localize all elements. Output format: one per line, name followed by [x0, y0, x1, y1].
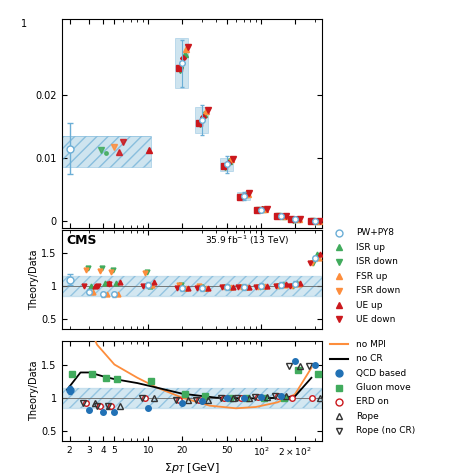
Bar	[62, 136, 151, 167]
Bar	[195, 108, 208, 133]
Text: FSR down: FSR down	[356, 286, 401, 295]
Bar	[254, 208, 267, 212]
Bar	[175, 38, 188, 89]
Text: ISR down: ISR down	[356, 257, 398, 266]
Text: UE up: UE up	[356, 301, 383, 310]
Text: Rope (no CR): Rope (no CR)	[356, 427, 416, 435]
Y-axis label: Theory/Data: Theory/Data	[28, 361, 38, 421]
X-axis label: $\Sigma p_T$ [GeV]: $\Sigma p_T$ [GeV]	[164, 461, 220, 474]
X-axis label: $\Sigma p_T$ [GeV]: $\Sigma p_T$ [GeV]	[164, 249, 220, 263]
Text: no MPI: no MPI	[356, 340, 386, 349]
Text: Gluon move: Gluon move	[356, 383, 411, 392]
Text: ERD on: ERD on	[356, 398, 389, 407]
Text: Rope: Rope	[356, 412, 379, 421]
Text: 35.9 fb$^{-1}$ (13 TeV): 35.9 fb$^{-1}$ (13 TeV)	[205, 234, 289, 247]
Text: 1: 1	[21, 19, 27, 29]
Text: FSR up: FSR up	[356, 272, 388, 281]
Text: QCD based: QCD based	[356, 369, 407, 378]
Bar	[220, 158, 233, 171]
Text: no CR: no CR	[356, 354, 383, 363]
Text: PW+PY8: PW+PY8	[356, 228, 394, 237]
Bar	[62, 136, 151, 167]
Text: UE down: UE down	[356, 315, 396, 324]
Bar	[237, 192, 249, 200]
Y-axis label: Theory/Data: Theory/Data	[28, 249, 38, 310]
Text: CMS: CMS	[67, 234, 97, 247]
Text: ISR up: ISR up	[356, 243, 385, 252]
